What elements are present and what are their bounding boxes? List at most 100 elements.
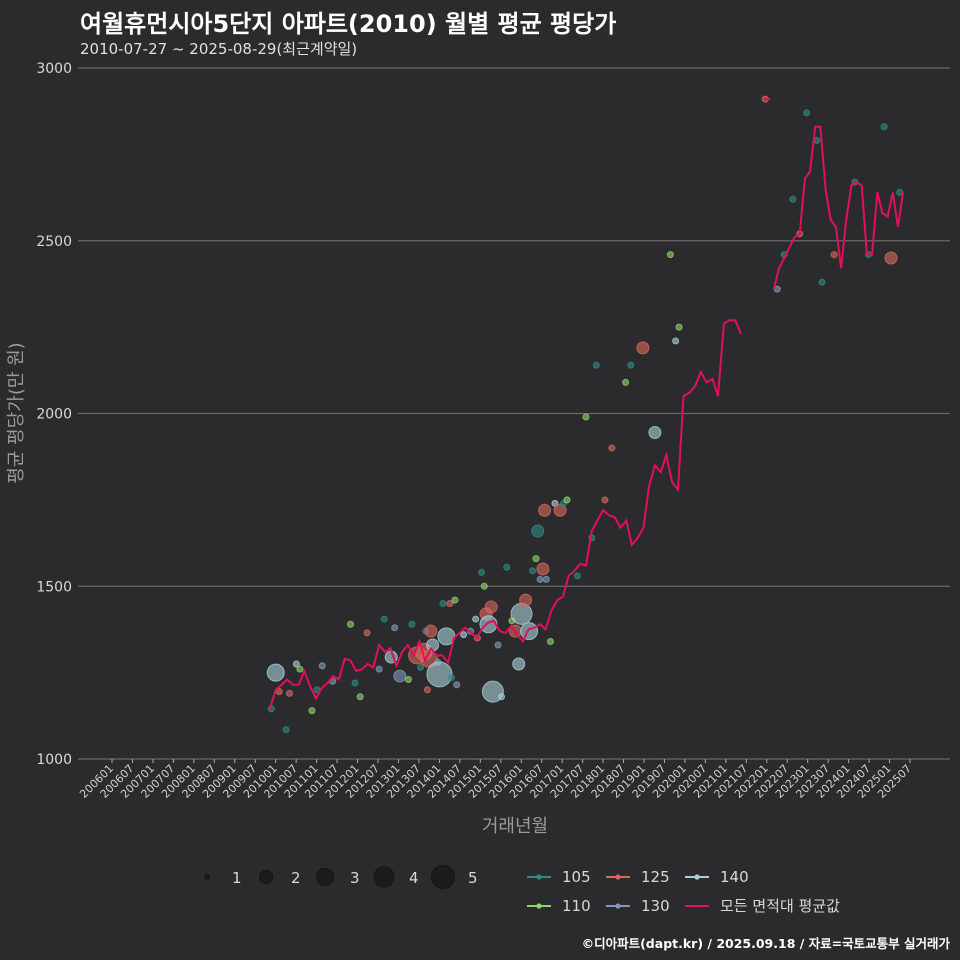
x-axis-ticks: 2006012006072007012007072008012008072009… (77, 759, 914, 801)
legend-key-dot (615, 903, 621, 909)
data-point-140 (510, 602, 533, 625)
legend-key-dot (694, 874, 700, 880)
data-point-140 (292, 660, 300, 668)
chart-subtitle: 2010-07-27 ~ 2025-08-29(최근계약일) (80, 40, 358, 58)
data-point-125 (484, 600, 498, 614)
data-point-105 (880, 123, 888, 131)
data-point-110 (480, 582, 488, 590)
data-point-110 (532, 555, 540, 563)
data-point-140 (479, 615, 498, 634)
data-point-105 (282, 726, 290, 734)
data-point-110 (563, 496, 571, 504)
data-point-125 (536, 562, 550, 576)
data-point-140 (426, 661, 453, 688)
data-point-105 (478, 568, 486, 576)
legend-size-label: 4 (409, 869, 419, 887)
legend-size-2 (259, 870, 273, 884)
data-point-140 (520, 622, 539, 641)
average-line-segment (268, 319, 743, 710)
average-line-segment (772, 125, 905, 290)
legend-size-label: 5 (468, 869, 478, 887)
y-tick-label: 2500 (36, 234, 72, 250)
data-point-110 (404, 676, 412, 684)
data-point-130 (536, 575, 544, 583)
y-axis-label: 평균 평당가(만 원) (6, 342, 27, 483)
legend-series-label: 110 (562, 897, 591, 915)
data-point-105 (417, 663, 425, 671)
data-point-130 (542, 575, 550, 583)
data-point-125 (636, 341, 650, 355)
legend-series-label: 모든 면적대 평균값 (720, 897, 840, 915)
data-point-140 (472, 615, 480, 623)
legend-size-label: 2 (291, 869, 301, 887)
data-point-125 (423, 686, 431, 694)
average-line (268, 98, 905, 710)
y-tick-label: 1500 (36, 579, 72, 595)
data-point-125 (830, 251, 838, 259)
x-axis-label: 거래년월 (482, 816, 548, 837)
chart-title: 여월휴먼시아5단지 아파트(2010) 월별 평균 평당가 (80, 10, 617, 38)
legend-series-label: 140 (720, 868, 749, 886)
data-point-105 (627, 361, 635, 369)
data-point-140 (648, 426, 662, 440)
data-point-105 (803, 109, 811, 117)
data-point-105 (529, 567, 537, 575)
data-point-125 (363, 629, 371, 637)
data-point-110 (451, 596, 459, 604)
data-point-125 (286, 689, 294, 697)
data-point-110 (582, 413, 590, 421)
data-point-110 (347, 620, 355, 628)
data-point-105 (789, 195, 797, 203)
legend-size-4 (373, 866, 395, 888)
data-point-105 (408, 620, 416, 628)
data-point-140 (266, 663, 285, 682)
data-point-105 (439, 600, 447, 608)
data-point-125 (553, 503, 567, 517)
data-point-105 (573, 572, 581, 580)
legend-size-3 (316, 868, 334, 886)
data-point-130 (375, 665, 383, 673)
legend-size-label: 3 (350, 869, 360, 887)
data-point-130 (453, 681, 461, 689)
y-axis-ticks: 1000 1500 2000 2500 3000 (36, 61, 72, 768)
data-point-140 (512, 657, 526, 671)
data-point-125 (538, 503, 552, 517)
y-tick-label: 1000 (36, 752, 72, 768)
legend-size-label: 1 (232, 869, 242, 887)
data-point-140 (498, 693, 506, 701)
footer-credit: ©디아파트(dapt.kr) / 2025.09.18 / 자료=국토교통부 실… (581, 936, 950, 951)
data-point-130 (391, 624, 399, 632)
y-tick-label: 2000 (36, 407, 72, 423)
data-point-110 (622, 378, 630, 386)
data-point-105 (896, 188, 904, 196)
data-point-130 (494, 641, 502, 649)
data-point-105 (818, 278, 826, 286)
scatter-points (266, 95, 904, 734)
legend-series-label: 125 (641, 868, 670, 886)
legend-key-dot (536, 903, 542, 909)
data-point-110 (356, 693, 364, 701)
legend-size-1 (204, 874, 210, 880)
data-point-125 (884, 251, 898, 265)
data-point-125 (446, 600, 454, 608)
data-point-125 (608, 444, 616, 452)
data-point-125 (519, 593, 533, 607)
legend-key-dot (536, 874, 542, 880)
grid-lines (78, 67, 950, 760)
legend-size-5 (431, 865, 455, 889)
y-tick-label: 3000 (36, 61, 72, 77)
legend-key-dot (615, 874, 621, 880)
data-point-110 (666, 251, 674, 259)
data-point-105 (531, 524, 545, 538)
data-point-125 (424, 624, 438, 638)
legend-series-label: 105 (562, 868, 591, 886)
data-point-110 (308, 707, 316, 715)
data-point-110 (296, 665, 304, 673)
data-point-105 (503, 563, 511, 571)
data-point-105 (380, 615, 388, 623)
data-point-105 (592, 361, 600, 369)
data-point-125 (601, 496, 609, 504)
legend-series-label: 130 (641, 897, 670, 915)
data-point-140 (460, 631, 468, 639)
